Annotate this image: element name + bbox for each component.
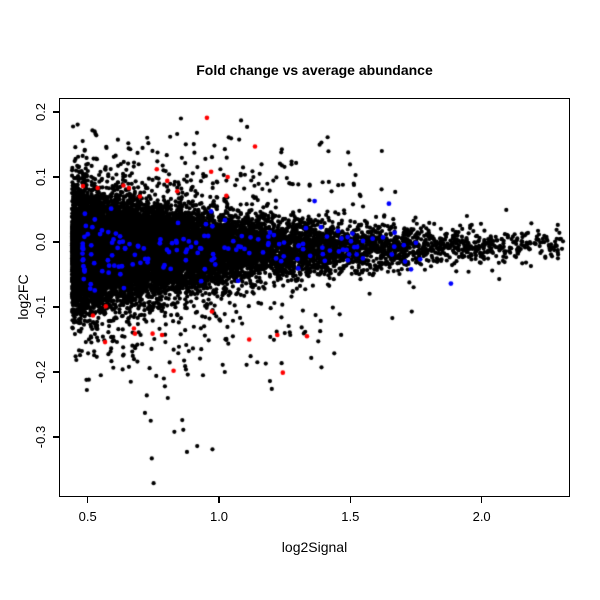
- y-tick-mark: [53, 371, 59, 373]
- x-tick-mark: [218, 497, 220, 503]
- y-tick-mark: [53, 241, 59, 243]
- x-axis-label: log2Signal: [281, 539, 348, 555]
- x-tick-label: 2.0: [472, 509, 491, 524]
- x-tick-mark: [480, 497, 483, 503]
- scatter-canvas: [60, 99, 569, 496]
- y-tick-mark: [53, 436, 59, 438]
- x-tick-label: 0.5: [78, 509, 97, 524]
- y-tick-label: 0.2: [33, 102, 48, 122]
- plot-box: [59, 98, 570, 497]
- y-tick-mark: [53, 111, 59, 113]
- y-tick-label: -0.2: [33, 360, 48, 384]
- y-axis-label: log2FC: [15, 274, 31, 320]
- chart-title: Fold change vs average abundance: [196, 62, 433, 78]
- x-tick-mark: [349, 497, 351, 503]
- y-tick-label: -0.1: [33, 295, 48, 319]
- y-tick-mark: [53, 306, 59, 308]
- y-tick-mark: [53, 176, 59, 178]
- y-tick-label: 0.0: [33, 232, 48, 252]
- x-tick-mark: [87, 497, 89, 503]
- y-tick-label: 0.1: [33, 167, 48, 187]
- x-tick-label: 1.5: [341, 509, 360, 524]
- x-tick-label: 1.0: [209, 509, 229, 524]
- y-tick-label: -0.3: [33, 425, 48, 449]
